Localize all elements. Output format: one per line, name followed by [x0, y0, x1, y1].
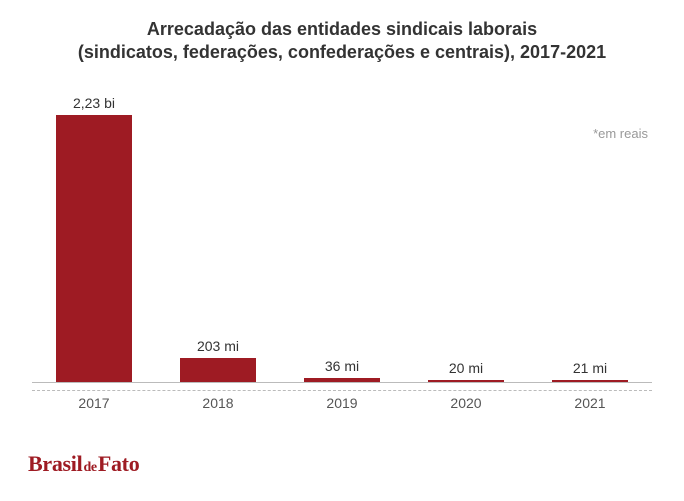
x-tick-label: 2020	[404, 395, 528, 411]
logo-de: de	[83, 460, 96, 475]
bar-slot: 21 mi	[528, 88, 652, 382]
chart-title: Arrecadação das entidades sindicais labo…	[0, 0, 684, 65]
logo-brasil: Brasil	[28, 451, 82, 476]
plot-region: 2,23 bi 203 mi 36 mi 20 mi 21 mi	[32, 88, 652, 383]
x-tick-label: 2017	[32, 395, 156, 411]
bar-value-label: 20 mi	[449, 360, 483, 376]
chart-area: 2,23 bi 203 mi 36 mi 20 mi 21 mi 20172018201…	[32, 88, 652, 419]
bar-rect	[552, 380, 628, 383]
x-axis: 20172018201920202021	[32, 387, 652, 419]
bar-rect	[180, 358, 256, 382]
x-tick-label: 2021	[528, 395, 652, 411]
bars-container: 2,23 bi 203 mi 36 mi 20 mi 21 mi	[32, 88, 652, 382]
logo-fato: Fato	[98, 451, 140, 476]
bar-slot: 2,23 bi	[32, 88, 156, 382]
bar-slot: 36 mi	[280, 88, 404, 382]
bar-rect	[56, 115, 132, 382]
bar-value-label: 2,23 bi	[73, 95, 115, 111]
source-logo: BrasildeFato	[28, 451, 139, 477]
bar-value-label: 36 mi	[325, 358, 359, 374]
bar-slot: 20 mi	[404, 88, 528, 382]
x-tick-label: 2018	[156, 395, 280, 411]
bar-rect	[304, 378, 380, 382]
x-tick-label: 2019	[280, 395, 404, 411]
bar-value-label: 203 mi	[197, 338, 239, 354]
bar-rect	[428, 380, 504, 382]
bar-slot: 203 mi	[156, 88, 280, 382]
title-line-2: (sindicatos, federações, confederações e…	[20, 41, 664, 64]
title-line-1: Arrecadação das entidades sindicais labo…	[20, 18, 664, 41]
bar-value-label: 21 mi	[573, 360, 607, 376]
